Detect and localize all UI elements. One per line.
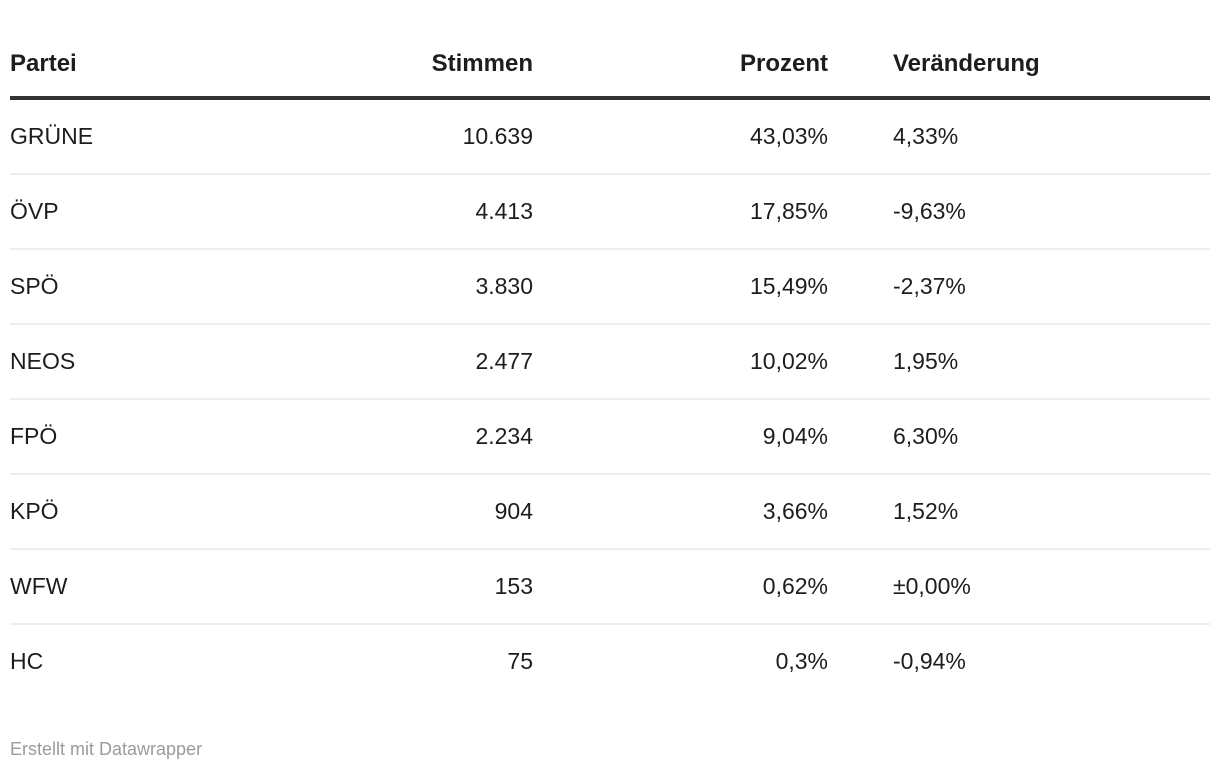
attribution: Erstellt mit Datawrapper	[10, 738, 1210, 760]
table-body: GRÜNE 10.639 43,03% 4,33% ÖVP 4.413 17,8…	[10, 98, 1210, 698]
column-header-veraenderung: Veränderung	[828, 34, 1210, 100]
cell-stimmen: 75	[507, 648, 533, 674]
cell-stimmen: 904	[390, 474, 533, 550]
table-row: SPÖ 3.830 15,49% -2,37%	[10, 249, 1210, 325]
cell-prozent: 3,66%	[533, 474, 828, 550]
table-row: WFW 153 0,62% ±0,00%	[10, 549, 1210, 625]
cell-prozent: 10,02%	[533, 324, 828, 400]
cell-veraenderung: 1,95%	[828, 324, 1210, 400]
table-row: HC 75 0,3% -0,94%	[10, 624, 1210, 698]
cell-partei: WFW	[10, 549, 390, 625]
cell-veraenderung: 1,52%	[828, 474, 1210, 550]
cell-veraenderung: 4,33%	[828, 98, 1210, 175]
cell-prozent: 43,03%	[533, 98, 828, 175]
cell-veraenderung: 6,30%	[828, 399, 1210, 475]
cell-stimmen: 10.639	[390, 98, 533, 175]
table-header: Partei Stimmen Prozent Veränderung	[10, 34, 1210, 100]
cell-stimmen: 3.830	[390, 249, 533, 325]
table-row: FPÖ 2.234 9,04% 6,30%	[10, 399, 1210, 475]
cell-prozent: 0,62%	[533, 549, 828, 625]
cell-partei: GRÜNE	[10, 98, 390, 175]
cell-prozent: 0,3%	[775, 648, 828, 674]
cell-partei: ÖVP	[10, 174, 390, 250]
cell-partei: KPÖ	[10, 474, 390, 550]
cell-veraenderung: -9,63%	[828, 174, 1210, 250]
header-row: Partei Stimmen Prozent Veränderung	[10, 34, 1210, 100]
datawrapper-attribution-link[interactable]: Erstellt mit Datawrapper	[10, 739, 203, 759]
column-header-partei: Partei	[10, 34, 390, 100]
cell-veraenderung: -0,94%	[893, 648, 966, 674]
cell-prozent: 9,04%	[533, 399, 828, 475]
table-row: NEOS 2.477 10,02% 1,95%	[10, 324, 1210, 400]
cell-partei: HC	[10, 648, 44, 674]
column-header-stimmen: Stimmen	[390, 34, 533, 100]
cell-partei: SPÖ	[10, 249, 390, 325]
table-row: KPÖ 904 3,66% 1,52%	[10, 474, 1210, 550]
cell-prozent: 15,49%	[533, 249, 828, 325]
cell-partei: FPÖ	[10, 399, 390, 475]
cell-partei: NEOS	[10, 324, 390, 400]
column-header-prozent: Prozent	[533, 34, 828, 100]
cell-stimmen: 153	[390, 549, 533, 625]
cell-stimmen: 2.234	[390, 399, 533, 475]
cell-veraenderung: ±0,00%	[828, 549, 1210, 625]
cell-stimmen: 4.413	[390, 174, 533, 250]
results-table: Partei Stimmen Prozent Veränderung GRÜNE…	[10, 34, 1210, 698]
table-row: ÖVP 4.413 17,85% -9,63%	[10, 174, 1210, 250]
cell-prozent: 17,85%	[533, 174, 828, 250]
cell-stimmen: 2.477	[390, 324, 533, 400]
table-row: GRÜNE 10.639 43,03% 4,33%	[10, 98, 1210, 175]
cell-veraenderung: -2,37%	[828, 249, 1210, 325]
